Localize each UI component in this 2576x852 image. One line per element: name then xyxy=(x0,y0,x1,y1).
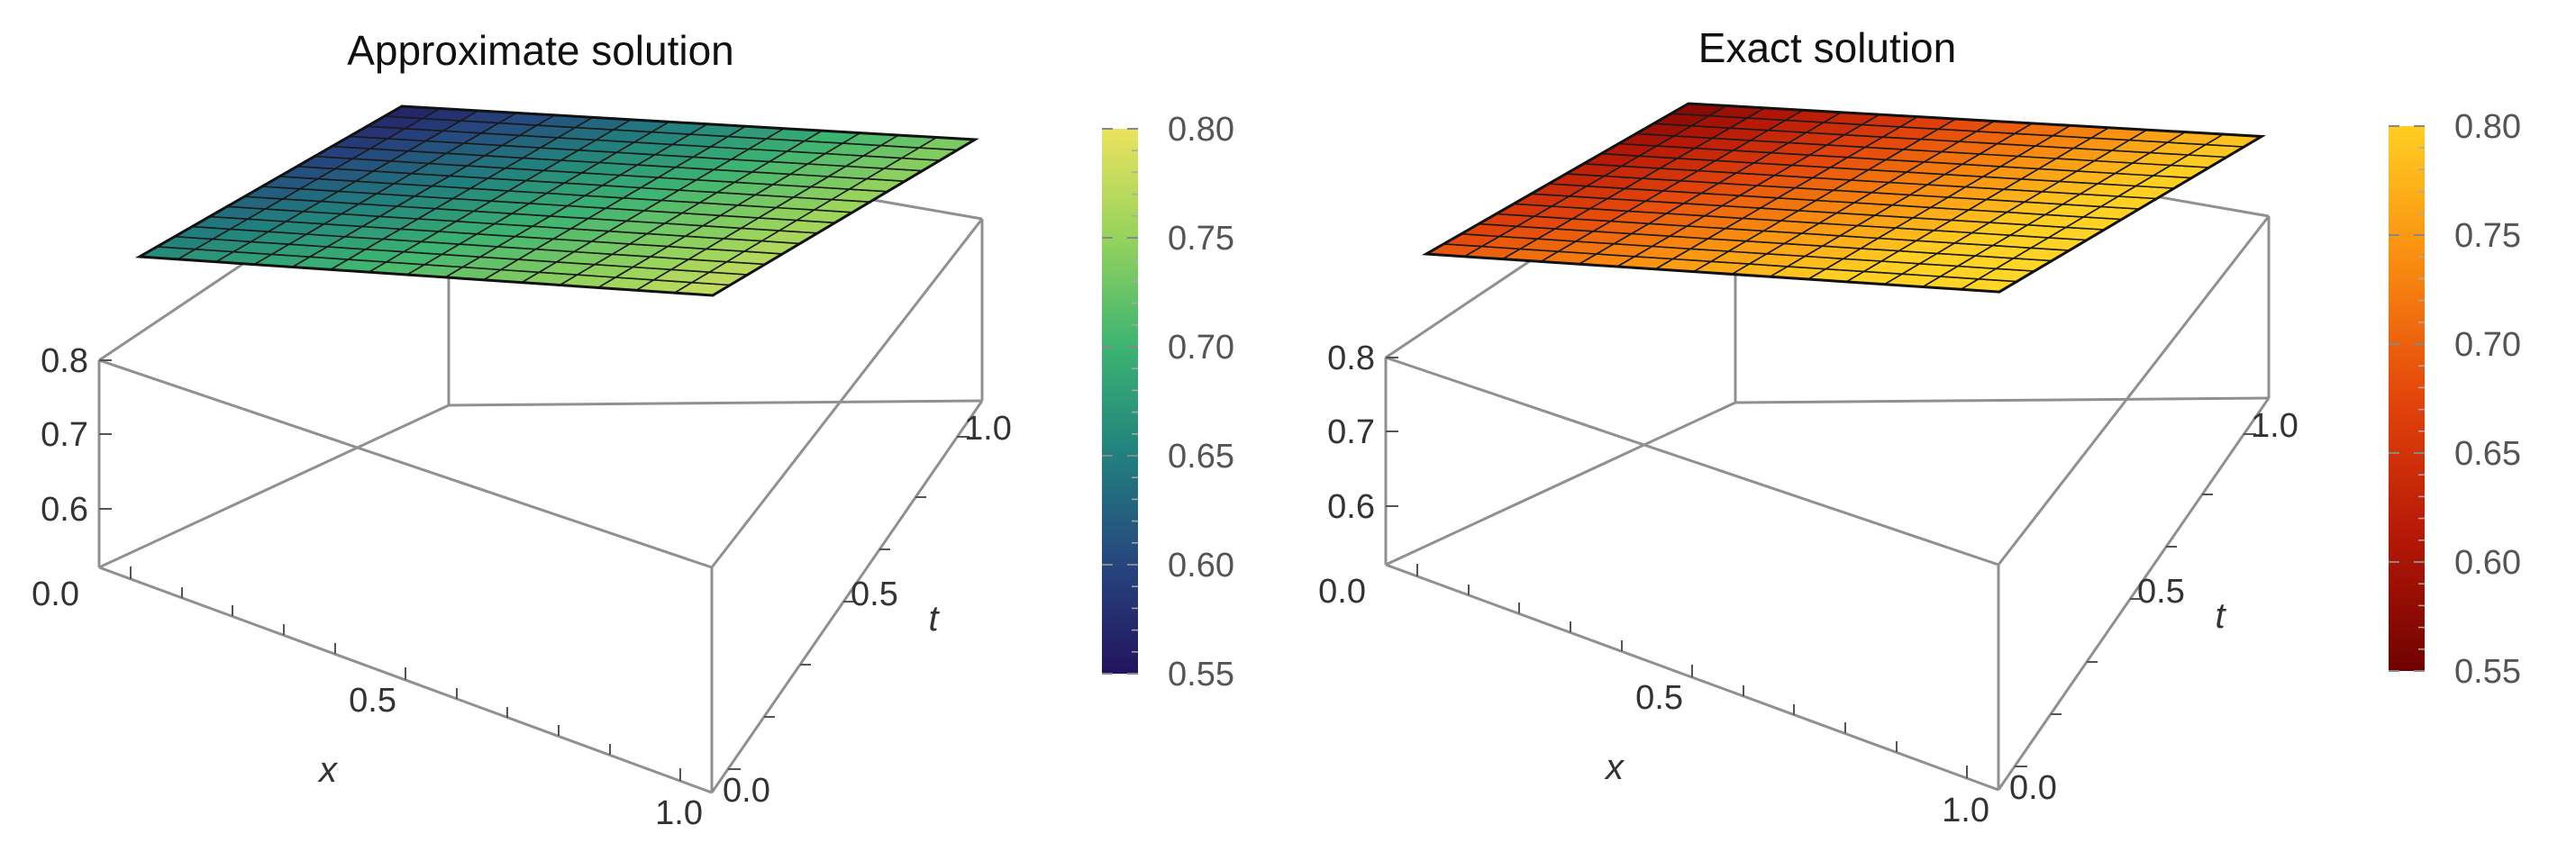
colorbar: 0.55 0.60 0.65 0.70 0.75 0.80 xyxy=(1102,111,1234,693)
z-tick-label: 0.6 xyxy=(1327,488,1375,526)
x-tick-label: 0.0 xyxy=(1318,573,1366,611)
t-axis-ticks xyxy=(2015,433,2256,767)
colorbar-tick-label: 0.80 xyxy=(2454,108,2521,146)
colorbar-minor-ticks xyxy=(1132,150,1138,653)
colorbar-major-ticks xyxy=(1102,128,1138,675)
x-axis-label: x xyxy=(317,750,339,790)
colorbar-tick-label: 0.55 xyxy=(2454,653,2521,691)
x-tick-label: 1.0 xyxy=(655,794,703,832)
t-tick-label: 0.0 xyxy=(723,772,770,810)
colorbar-tick-label: 0.60 xyxy=(2454,544,2521,582)
colorbar-tick-label: 0.75 xyxy=(1168,220,1234,258)
surface xyxy=(134,104,979,297)
colorbar-tick-label: 0.65 xyxy=(2454,435,2521,473)
colorbar-tick-label: 0.55 xyxy=(1168,656,1234,693)
z-tick-label: 0.7 xyxy=(1327,413,1375,451)
surface xyxy=(1421,102,2266,294)
colorbar-tick-label: 0.60 xyxy=(1168,547,1234,585)
x-tick-label: 0.5 xyxy=(349,682,396,720)
z-tick-label: 0.8 xyxy=(1327,340,1375,377)
panel-exact: Exact solution xyxy=(1318,24,2521,829)
x-tick-label: 1.0 xyxy=(1942,792,1989,829)
x-axis-label: x xyxy=(1604,748,1625,787)
colorbar-tick-label: 0.70 xyxy=(2454,326,2521,364)
t-tick-label: 1.0 xyxy=(2251,407,2298,445)
colorbar-minor-ticks xyxy=(2418,147,2425,650)
colorbar: 0.55 0.60 0.65 0.70 0.75 0.80 xyxy=(2389,108,2521,691)
t-tick-label: 1.0 xyxy=(964,410,1012,448)
colorbar-tick-label: 0.80 xyxy=(1168,111,1234,149)
t-axis-label: t xyxy=(928,599,940,639)
z-tick-label: 0.7 xyxy=(41,416,88,454)
t-tick-label: 0.5 xyxy=(851,576,898,613)
x-axis-ticks xyxy=(1416,564,1968,778)
panel-approximate: Approximate solution xyxy=(32,27,1234,832)
surface-outline xyxy=(1421,102,2266,294)
colorbar-tick-label: 0.70 xyxy=(1168,329,1234,367)
t-axis-label: t xyxy=(2215,596,2226,636)
colorbar-major-ticks xyxy=(2389,125,2425,672)
x-tick-label: 0.5 xyxy=(1635,679,1683,717)
z-axis-ticks xyxy=(1386,357,1398,507)
colorbar-tick-label: 0.75 xyxy=(2454,217,2521,255)
colorbar-tick-label: 0.65 xyxy=(1168,438,1234,476)
colorbar-gradient xyxy=(2389,126,2425,671)
t-axis-ticks xyxy=(728,436,969,770)
x-axis-ticks xyxy=(130,566,681,781)
chart-title: Approximate solution xyxy=(347,27,734,74)
colorbar-gradient xyxy=(1102,129,1138,674)
t-tick-label: 0.5 xyxy=(2137,573,2185,611)
x-tick-label: 0.0 xyxy=(32,576,79,613)
z-axis-ticks xyxy=(99,359,112,510)
surface-outline xyxy=(134,104,979,297)
chart-title: Exact solution xyxy=(1698,24,1956,71)
z-tick-label: 0.8 xyxy=(41,342,88,380)
z-tick-label: 0.6 xyxy=(41,491,88,529)
t-tick-label: 0.0 xyxy=(2009,769,2057,807)
